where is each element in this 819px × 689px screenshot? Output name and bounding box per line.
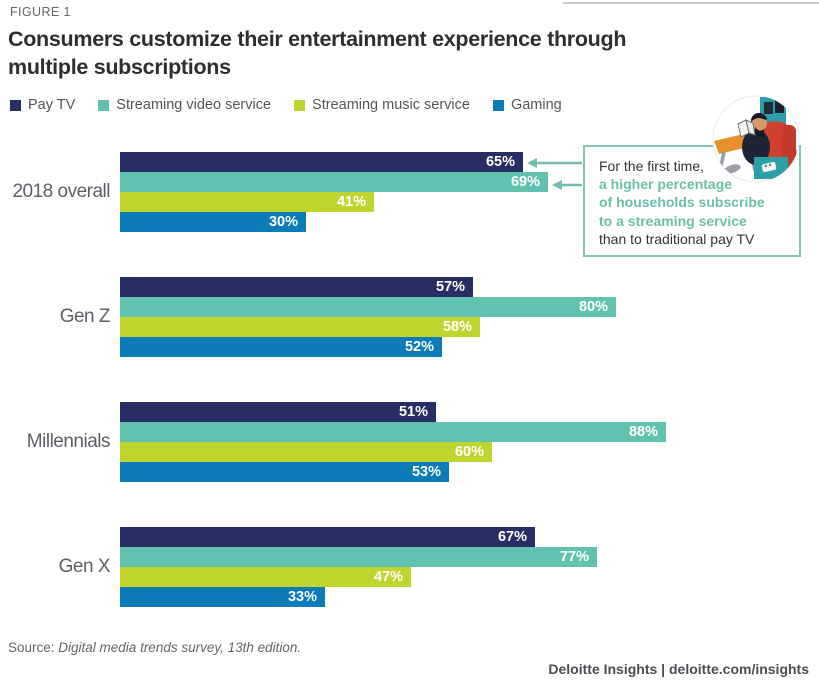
legend-item-0: Pay TV xyxy=(10,97,75,113)
legend-label: Gaming xyxy=(510,97,562,113)
bar-value-label: 67% xyxy=(497,529,527,545)
bar-value-label: 58% xyxy=(442,319,472,335)
bar-group-2018-overall: 2018 overall 65% 69% 41% 30% xyxy=(0,152,819,232)
legend-item-2: Streaming music service xyxy=(294,97,470,113)
legend-swatch-icon xyxy=(98,99,110,111)
bar-value-label: 88% xyxy=(628,424,658,440)
annotation-callout: For the first time, a higher percentage … xyxy=(583,145,801,257)
annotation-highlight-line: of households subscribe xyxy=(599,194,765,211)
bar-streaming-video-service: 80% xyxy=(120,297,616,317)
bar-gaming: 33% xyxy=(120,587,325,607)
bar-row: 69% xyxy=(120,172,548,192)
legend-item-3: Gaming xyxy=(492,97,562,113)
legend-swatch-icon xyxy=(492,99,504,111)
bar-value-label: 30% xyxy=(268,214,298,230)
bar-streaming-music-service: 41% xyxy=(120,192,374,212)
bar-row: 67% xyxy=(120,527,597,547)
bar-row: 65% xyxy=(120,152,548,172)
bar-value-label: 47% xyxy=(373,569,403,585)
bar-row: 30% xyxy=(120,212,548,232)
bar-streaming-music-service: 58% xyxy=(120,317,480,337)
bar-group-gen-x: Gen X 67% 77% 47% 33% xyxy=(0,527,819,607)
bar-row: 47% xyxy=(120,567,597,587)
annotation-arrows xyxy=(527,158,582,190)
figure-label: FIGURE 1 xyxy=(10,5,71,19)
chart-title: Consumers customize their entertainment … xyxy=(8,26,626,81)
bar-pay-tv: 57% xyxy=(120,277,473,297)
bar-value-label: 51% xyxy=(398,404,428,420)
annotation-highlight-line: a higher percentage xyxy=(599,176,733,193)
legend-swatch-icon xyxy=(10,99,21,111)
bar-value-label: 65% xyxy=(485,154,515,170)
source-note: Source: Digital media trends survey, 13t… xyxy=(8,640,301,655)
annotation-line: than to traditional pay TV xyxy=(599,230,755,247)
legend-item-1: Streaming video service xyxy=(98,97,271,113)
group-bars: 57% 80% 58% 52% xyxy=(120,277,616,357)
legend-label: Streaming video service xyxy=(116,97,272,113)
bar-value-label: 80% xyxy=(578,299,608,315)
bar-value-label: 69% xyxy=(510,174,540,190)
footer-brand: Deloitte Insights | deloitte.com/insight… xyxy=(548,661,809,677)
bar-group-millennials: Millennials 51% 88% 60% 53% xyxy=(0,402,819,482)
bar-row: 41% xyxy=(120,192,548,212)
bar-row: 51% xyxy=(120,402,666,422)
bar-pay-tv: 51% xyxy=(120,402,436,422)
legend-label: Pay TV xyxy=(28,97,76,113)
legend-label: Streaming music service xyxy=(312,97,470,113)
bar-streaming-video-service: 77% xyxy=(120,547,597,567)
bar-streaming-video-service: 88% xyxy=(120,422,666,442)
group-bars: 65% 69% 41% 30% xyxy=(120,152,548,232)
bar-value-label: 41% xyxy=(336,194,366,210)
group-label: Gen Z xyxy=(59,306,111,327)
bar-row: 53% xyxy=(120,462,666,482)
person-on-couch-illustration xyxy=(712,95,800,183)
bar-row: 80% xyxy=(120,297,616,317)
bar-row: 88% xyxy=(120,422,666,442)
bar-gaming: 53% xyxy=(120,462,449,482)
annotation-highlight-line: to a streaming service xyxy=(599,212,747,229)
bar-pay-tv: 65% xyxy=(120,152,523,172)
top-edge-divider xyxy=(563,2,819,4)
bar-value-label: 52% xyxy=(404,339,434,355)
group-bars: 67% 77% 47% 33% xyxy=(120,527,597,607)
chart-legend: Pay TV Streaming video service Streaming m… xyxy=(10,97,562,113)
bar-pay-tv: 67% xyxy=(120,527,535,547)
bar-value-label: 57% xyxy=(435,279,465,295)
bar-row: 52% xyxy=(120,337,616,357)
chart-title-line-1: Consumers customize their entertainment … xyxy=(8,27,627,51)
bar-row: 58% xyxy=(120,317,616,337)
bar-row: 57% xyxy=(120,277,616,297)
bar-streaming-music-service: 47% xyxy=(120,567,411,587)
group-bars: 51% 88% 60% 53% xyxy=(120,402,666,482)
bar-row: 77% xyxy=(120,547,597,567)
bar-streaming-video-service: 69% xyxy=(120,172,548,192)
bar-gaming: 52% xyxy=(120,337,442,357)
annotation-line: For the first time, xyxy=(599,158,705,174)
bar-value-label: 53% xyxy=(411,464,441,480)
bar-value-label: 60% xyxy=(454,444,484,460)
group-label: 2018 overall xyxy=(12,181,110,202)
source-text: Digital media trends survey, 13th editio… xyxy=(58,640,302,655)
bar-value-label: 77% xyxy=(559,549,589,565)
bar-group-gen-z: Gen Z 57% 80% 58% 52% xyxy=(0,277,819,357)
group-label: Millennials xyxy=(26,431,111,452)
bar-row: 60% xyxy=(120,442,666,462)
bar-value-label: 33% xyxy=(287,589,317,605)
bar-row: 33% xyxy=(120,587,597,607)
source-prefix: Source: xyxy=(8,640,59,655)
group-label: Gen X xyxy=(58,556,111,577)
bar-gaming: 30% xyxy=(120,212,306,232)
chart-title-line-2: multiple subscriptions xyxy=(8,54,231,79)
legend-swatch-icon xyxy=(294,99,306,111)
bar-streaming-music-service: 60% xyxy=(120,442,492,462)
